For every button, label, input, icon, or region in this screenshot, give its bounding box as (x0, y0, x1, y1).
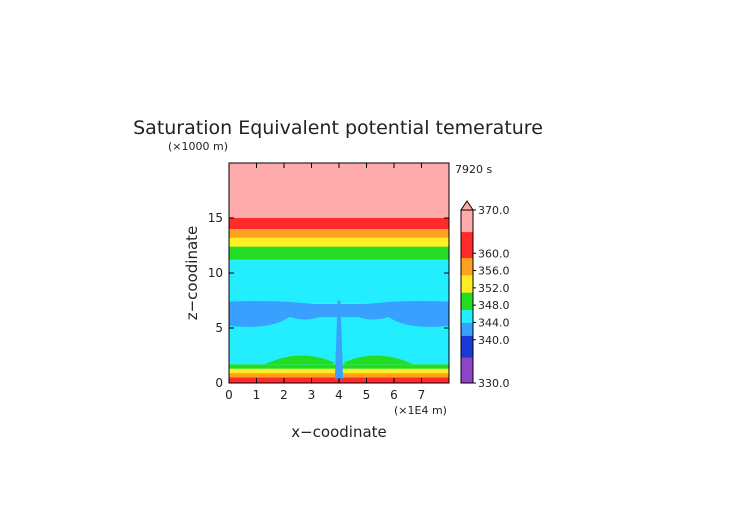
chart-title: Saturation Equivalent potential temeratu… (133, 117, 543, 139)
colorbar-segment (461, 296, 473, 302)
y-tick-label-3: 15 (208, 211, 223, 225)
colorbar-segment (461, 270, 473, 276)
colorbar-tick-label-3: 352.0 (478, 282, 510, 295)
colorbar-segment (461, 266, 473, 272)
colorbar-segment (461, 339, 473, 345)
x-axis-label: x−coodinate (291, 423, 387, 441)
y-tick-label-0: 0 (215, 376, 223, 390)
x-tick-label-2: 2 (280, 388, 288, 402)
x-tick-label-3: 3 (308, 388, 316, 402)
colorbar-segment (461, 313, 473, 319)
colorbar-tick-label-0: 370.0 (478, 204, 510, 217)
colorbar-segment (461, 309, 473, 315)
colorbar-segment (461, 305, 473, 310)
contour-band-10 (229, 218, 449, 229)
colorbar-segment (461, 300, 473, 306)
y-axis-label: z−coodinate (183, 226, 201, 321)
colorbar-segment (461, 214, 473, 220)
colorbar-segment (461, 370, 473, 375)
y-tick-label-2: 10 (208, 266, 223, 280)
updraft-column (334, 300, 344, 379)
contour-band-11 (229, 163, 449, 218)
mid-level-dry-left (229, 301, 328, 327)
colorbar-tick-label-7: 330.0 (478, 377, 510, 390)
colorbar-segment (461, 287, 473, 293)
colorbar-segment (461, 348, 473, 354)
colorbar-segment (461, 344, 473, 349)
colorbar-tick-label-1: 360.0 (478, 247, 510, 260)
colorbar-segment (461, 227, 473, 233)
colorbar-segment (461, 318, 473, 323)
colorbar-segment (461, 378, 473, 384)
colorbar-segment (461, 361, 473, 367)
x-tick-label-5: 5 (363, 388, 371, 402)
colorbar-segment (461, 279, 473, 285)
colorbar-segment (461, 374, 473, 380)
colorbar-segment (461, 210, 473, 215)
colorbar-segment (461, 357, 473, 362)
x-tick-label-6: 6 (390, 388, 398, 402)
y-axis: 0 5 10 15 (208, 211, 449, 390)
colorbar-ticks: 370.0 360.0 356.0 352.0 348.0 344.0 340.0 330.0 (473, 204, 510, 390)
colorbar-tick-label-6: 340.0 (478, 334, 510, 347)
colorbar-segment (461, 261, 473, 267)
colorbar-tick-label-2: 356.0 (478, 265, 510, 278)
contour-band-6 (229, 259, 449, 304)
colorbar-segment (461, 292, 473, 297)
colorbar-segment (461, 248, 473, 254)
contour-band-9 (229, 229, 449, 238)
colorbar-tick-label-5: 344.0 (478, 316, 510, 329)
colorbar-segment (461, 365, 473, 371)
colorbar-segment (461, 283, 473, 289)
y-axis-unit: (×1000 m) (168, 140, 228, 153)
colorbar-extend-arrow (460, 200, 474, 211)
colorbar-segment (461, 240, 473, 246)
x-tick-label-7: 7 (418, 388, 426, 402)
mid-level-dry-right (350, 301, 449, 327)
contour-band-8 (229, 237, 449, 247)
colorbar-segment (461, 222, 473, 228)
colorbar-frame (460, 209, 474, 384)
colorbar-segment (461, 231, 473, 237)
y-tick-label-1: 5 (215, 321, 223, 335)
contour-band-7 (229, 246, 449, 260)
colorbar-segment (461, 335, 473, 341)
colorbar-segment (461, 257, 473, 263)
colorbar-segment (461, 253, 473, 259)
colorbar-tick-label-4: 348.0 (478, 299, 510, 312)
x-axis-unit: (×1E4 m) (394, 404, 447, 417)
colorbar-segment (461, 331, 473, 336)
time-label: 7920 s (455, 163, 492, 176)
colorbar-segment (461, 326, 473, 332)
x-tick-label-0: 0 (225, 388, 233, 402)
x-tick-label-4: 4 (335, 388, 343, 402)
x-tick-label-1: 1 (253, 388, 261, 402)
colorbar-segment (461, 218, 473, 224)
x-axis: 0 1 2 3 4 5 6 7 (225, 163, 425, 402)
colorbar-segment (461, 322, 473, 328)
contour-anomalies (229, 300, 449, 379)
colorbar-segment (461, 235, 473, 241)
colorbar-segment (461, 352, 473, 358)
colorbar-segment (461, 274, 473, 280)
colorbar (460, 200, 474, 384)
low-level-band-right (344, 355, 414, 365)
colorbar-segment (461, 244, 473, 250)
low-level-band-left (264, 355, 334, 365)
